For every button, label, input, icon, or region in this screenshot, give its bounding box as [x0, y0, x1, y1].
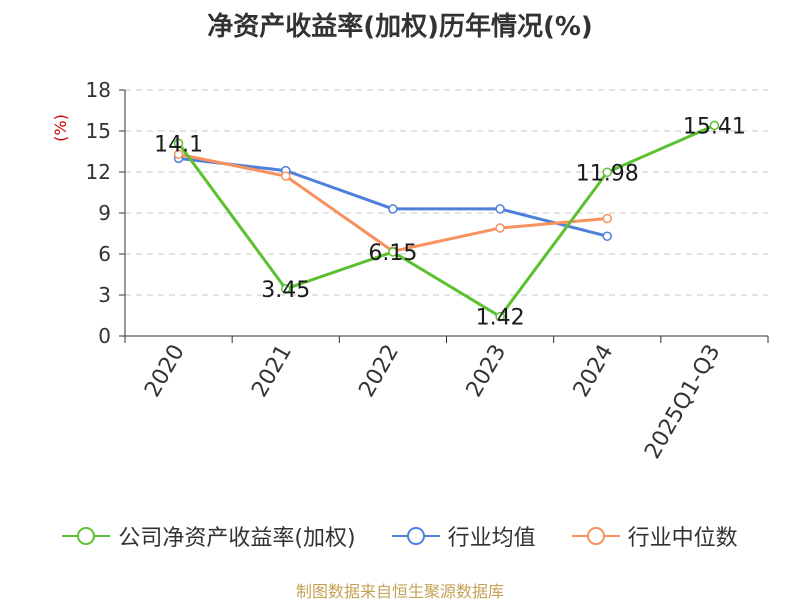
legend-label: 行业均值: [447, 526, 536, 551]
x-tick-label: 2024: [569, 341, 619, 402]
data-label: 11.98: [576, 161, 639, 186]
data-label: 3.45: [261, 278, 310, 303]
data-label: 14.1: [154, 132, 203, 157]
y-tick-label: 18: [86, 78, 111, 102]
legend-line-marker-icon: [62, 527, 111, 545]
x-tick-label: 2023: [462, 341, 512, 402]
y-tick-label: 3: [98, 283, 111, 307]
y-tick-label: 6: [98, 242, 111, 266]
data-point: [388, 204, 398, 214]
data-label: 6.15: [368, 241, 417, 266]
data-point: [495, 204, 505, 214]
data-label: 15.41: [683, 114, 746, 139]
y-tick-label: 12: [86, 160, 111, 184]
legend-item[interactable]: 公司净资产收益率(加权): [62, 520, 356, 552]
data-point: [281, 171, 291, 181]
legend-label: 公司净资产收益率(加权): [118, 526, 356, 551]
data-point: [173, 149, 184, 159]
legend-line-marker-icon: [571, 527, 620, 545]
y-axis-label: (%): [51, 114, 70, 142]
x-tick-label: 2022: [354, 341, 404, 402]
legend-line-marker-icon: [391, 527, 440, 545]
chart-title: 净资产收益率(加权)历年情况(%): [207, 12, 593, 42]
data-point: [495, 223, 505, 233]
data-point: [388, 247, 398, 257]
data-point: [602, 167, 612, 178]
series-line: [178, 152, 608, 253]
x-tick-label: 2025Q1-Q3: [640, 341, 725, 464]
legend-item[interactable]: 行业中位数: [571, 520, 738, 552]
legend-item[interactable]: 行业均值: [391, 520, 536, 552]
x-tick-label: 2020: [140, 341, 190, 402]
data-point: [602, 213, 612, 224]
legend-label: 行业中位数: [627, 526, 738, 551]
data-point: [709, 120, 720, 131]
series-line: [177, 124, 716, 319]
data-point: [173, 138, 184, 149]
data-source-note: 制图数据来自恒生聚源数据库: [295, 582, 504, 601]
data-point: [281, 284, 291, 294]
x-tick-label: 2021: [247, 341, 297, 402]
data-point: [495, 311, 505, 322]
data-point: [602, 231, 612, 241]
y-tick-label: 0: [98, 324, 111, 348]
data-label: 1.42: [476, 306, 525, 331]
chart-legend: 公司净资产收益率(加权) 行业均值 行业中位数: [0, 520, 800, 552]
y-tick-label: 9: [98, 201, 111, 225]
y-tick-label: 15: [86, 119, 111, 143]
